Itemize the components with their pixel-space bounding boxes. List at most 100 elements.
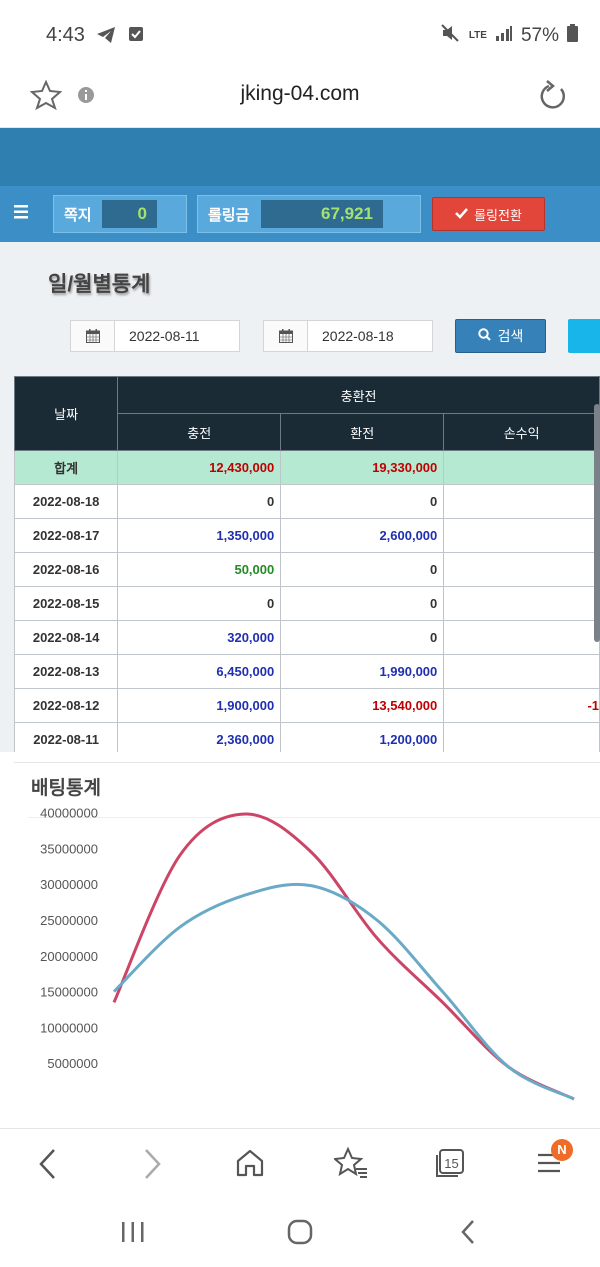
row-charge: 6,450,000 xyxy=(117,654,282,689)
total-label: 합계 xyxy=(13,450,119,485)
status-bar: 4:43 LTE 57% xyxy=(0,0,600,70)
home-button-icon[interactable] xyxy=(287,1219,313,1250)
row-profit xyxy=(443,654,600,689)
calendar-icon xyxy=(71,321,115,351)
notification-badge: N xyxy=(551,1139,573,1161)
row-exchange: 13,540,000 xyxy=(280,688,445,723)
bookmarks-icon[interactable] xyxy=(332,1146,368,1184)
page-title: 일/월별통계 xyxy=(48,273,151,296)
betting-section: 배팅통계 5000000 10000000 15000000 20000000 2500… xyxy=(14,762,600,1128)
row-profit: - xyxy=(443,518,600,553)
header-charge: 충전 xyxy=(117,413,282,451)
row-exchange: 0 xyxy=(280,552,445,587)
total-charge: 12,430,000 xyxy=(117,450,282,485)
battery-icon xyxy=(567,24,578,48)
table-row: 2022-08-18 0 0 xyxy=(13,484,600,519)
total-exchange: 19,330,000 xyxy=(280,450,445,485)
url-text[interactable]: jking-04.com xyxy=(240,82,360,105)
row-profit xyxy=(443,722,600,752)
home-icon[interactable] xyxy=(234,1147,266,1184)
search-label: 검색 xyxy=(497,328,524,344)
reload-icon[interactable] xyxy=(537,80,569,117)
search-button[interactable]: 검색 xyxy=(455,319,546,353)
date-from-value[interactable]: 2022-08-11 xyxy=(129,328,200,344)
header-profit: 손수익 xyxy=(443,413,600,451)
tab-count: 15 xyxy=(444,1156,458,1171)
row-profit xyxy=(443,620,600,655)
table-row: 2022-08-14 320,000 0 xyxy=(13,620,600,655)
check-box-icon xyxy=(128,26,144,49)
date-from-picker[interactable]: 2022-08-11 xyxy=(70,320,240,352)
site-nav-bar: 쪽지 0 롤링금 67,921 롤링전환 xyxy=(0,186,600,242)
extra-action-button[interactable] xyxy=(568,319,600,353)
y-tick-label: 35000000 xyxy=(40,841,98,856)
rolling-box: 롤링금 67,921 xyxy=(197,195,421,233)
row-profit xyxy=(443,586,600,621)
recent-apps-icon[interactable] xyxy=(120,1220,146,1249)
table-row: 2022-08-11 2,360,000 1,200,000 xyxy=(13,722,600,752)
header-date: 날짜 xyxy=(13,376,119,451)
row-date: 2022-08-13 xyxy=(13,654,119,689)
site-top-bar xyxy=(0,128,600,186)
bookmark-star-icon[interactable] xyxy=(29,79,63,115)
browser-bottom-bar: 15 xyxy=(0,1128,600,1198)
header-group: 충환전 xyxy=(117,376,600,414)
date-to-value[interactable]: 2022-08-18 xyxy=(322,328,394,344)
betting-chart: 5000000 10000000 15000000 20000000 25000000 3… xyxy=(40,806,575,1101)
row-date: 2022-08-14 xyxy=(13,620,119,655)
y-tick-label: 30000000 xyxy=(40,877,98,892)
row-charge: 0 xyxy=(117,586,282,621)
row-exchange: 1,990,000 xyxy=(280,654,445,689)
main-content: 일/월별통계 2022-08-11 2022-08-18 검색 날짜 충환전 충… xyxy=(0,242,600,752)
calendar-icon xyxy=(264,321,308,351)
check-icon xyxy=(455,207,469,222)
row-date: 2022-08-18 xyxy=(13,484,119,519)
row-exchange: 0 xyxy=(280,484,445,519)
row-date: 2022-08-12 xyxy=(13,688,119,723)
info-icon[interactable] xyxy=(77,86,95,109)
message-count: 0 xyxy=(102,200,157,228)
status-time: 4:43 xyxy=(46,24,85,46)
y-tick-label: 5000000 xyxy=(47,1056,98,1071)
table-row: 2022-08-15 0 0 xyxy=(13,586,600,621)
menu-icon[interactable] xyxy=(14,205,30,224)
url-bar: jking-04.com xyxy=(0,70,600,128)
row-charge: 2,360,000 xyxy=(117,722,282,752)
row-profit xyxy=(443,484,600,519)
series-line-2 xyxy=(112,882,575,1101)
row-exchange: 0 xyxy=(280,586,445,621)
header-exchange: 환전 xyxy=(280,413,445,451)
row-charge: 1,900,000 xyxy=(117,688,282,723)
message-box[interactable]: 쪽지 0 xyxy=(53,195,187,233)
y-tick-label: 10000000 xyxy=(40,1020,98,1035)
row-date: 2022-08-17 xyxy=(13,518,119,553)
forward-icon[interactable] xyxy=(140,1147,164,1186)
back-icon[interactable] xyxy=(36,1147,60,1186)
system-navigation-bar xyxy=(0,1198,600,1267)
series-line-1 xyxy=(112,812,575,1101)
system-back-icon[interactable] xyxy=(458,1219,478,1250)
y-tick-label: 40000000 xyxy=(40,806,98,821)
message-label: 쪽지 xyxy=(64,206,92,224)
total-profit: - xyxy=(443,450,600,485)
rolling-value: 67,921 xyxy=(261,200,383,228)
table-row: 2022-08-16 50,000 0 xyxy=(13,552,600,587)
row-date: 2022-08-11 xyxy=(13,722,119,752)
y-tick-label: 25000000 xyxy=(40,913,98,928)
rolling-convert-button[interactable]: 롤링전환 xyxy=(432,197,545,231)
search-icon xyxy=(477,328,491,344)
tabs-icon[interactable]: 15 xyxy=(434,1147,466,1184)
row-exchange: 1,200,000 xyxy=(280,722,445,752)
row-profit: -1 xyxy=(443,688,600,723)
date-to-picker[interactable]: 2022-08-18 xyxy=(263,320,433,352)
divider xyxy=(28,817,600,818)
row-date: 2022-08-16 xyxy=(13,552,119,587)
signal-icon xyxy=(495,25,513,47)
row-charge: 1,350,000 xyxy=(117,518,282,553)
row-exchange: 2,600,000 xyxy=(280,518,445,553)
betting-title: 배팅통계 xyxy=(31,778,101,799)
scrollbar[interactable] xyxy=(594,404,600,642)
battery-percent: 57% xyxy=(520,25,559,46)
y-tick-label: 15000000 xyxy=(40,985,98,1000)
